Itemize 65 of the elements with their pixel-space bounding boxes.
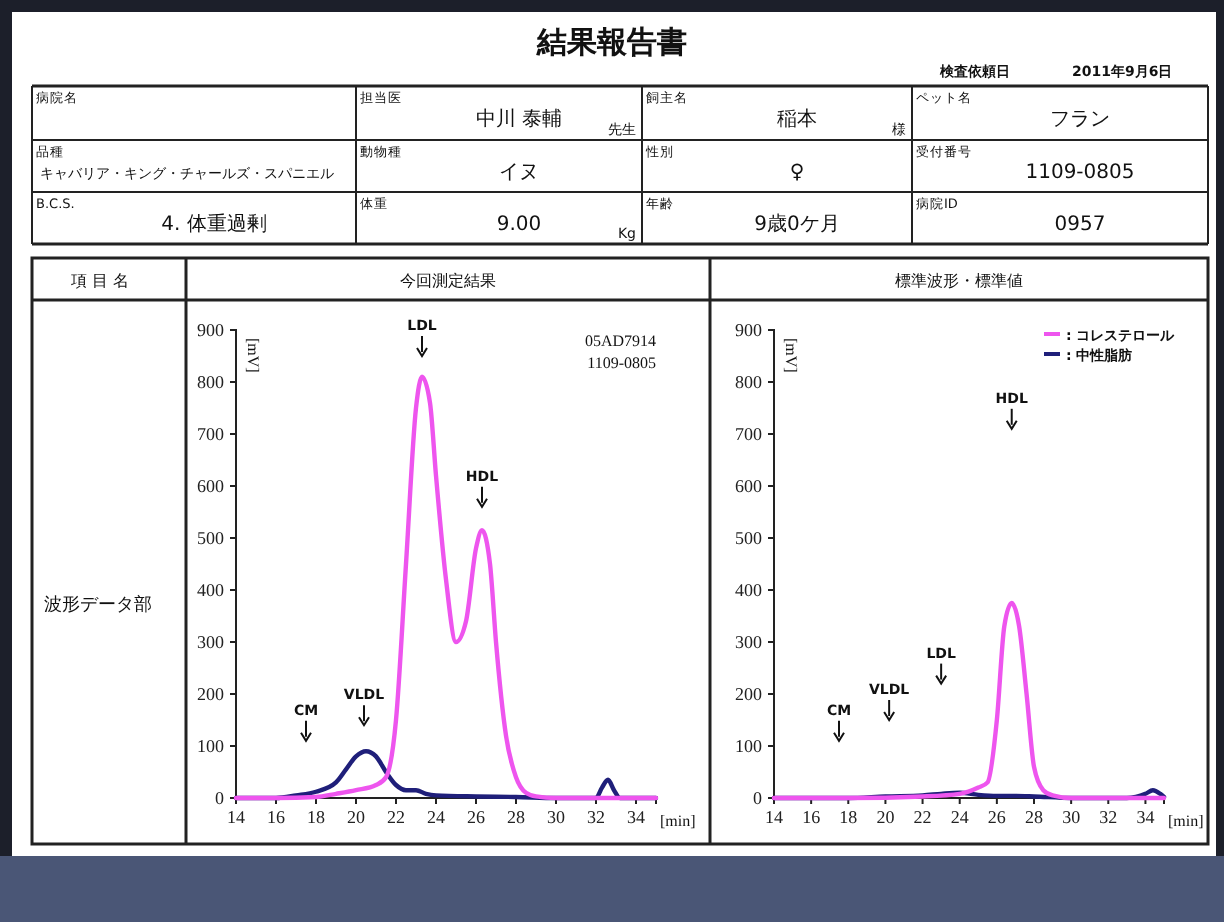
x-tick-label: 14 (765, 806, 784, 827)
x-tick-label: 14 (227, 806, 246, 827)
y-tick-label: 200 (197, 683, 225, 704)
y-tick-label: 200 (735, 683, 763, 704)
x-tick-label: 16 (267, 806, 286, 827)
text: フラン (1050, 109, 1110, 131)
y-tick-label: 300 (197, 631, 225, 652)
y-tick-label: 600 (197, 475, 225, 496)
y-tick-label: 700 (197, 423, 225, 444)
y-tick-label: 900 (735, 319, 763, 340)
x-tick-label: 32 (587, 806, 605, 827)
chart-title: 標準波形・標準値 (895, 272, 1023, 290)
x-tick-label: 16 (802, 806, 822, 827)
text: 波形データ部 (44, 594, 152, 616)
x-tick-label: 22 (387, 806, 405, 827)
x-tick-label: 30 (1062, 806, 1082, 827)
text: 4. 体重過剰 (161, 212, 267, 236)
x-tick-label: 20 (876, 806, 896, 827)
line-series (771, 600, 1167, 801)
y-tick-label: 800 (735, 371, 763, 392)
x-tick-label: 34 (1136, 806, 1156, 827)
y-tick-label: 100 (197, 735, 225, 756)
x-tick-label: 18 (839, 806, 859, 827)
y-tick-label: 300 (735, 631, 763, 652)
x-tick-label: 28 (1025, 806, 1044, 827)
y-tick-label: 500 (197, 527, 225, 548)
y-tick-label: 0 (215, 787, 225, 808)
y-axis-title: [mV] (782, 338, 800, 374)
text: イヌ (499, 162, 539, 184)
text: 結果報告書 (535, 24, 687, 60)
x-axis-title: [min] (1168, 812, 1205, 830)
text: 1109-0805 (1025, 162, 1135, 184)
x-tick-label: 22 (913, 806, 932, 827)
x-tick-label: 28 (507, 806, 526, 827)
text: 項 目 名 (70, 272, 130, 290)
chart-title: 今回測定結果 (400, 272, 496, 290)
y-tick-label: 700 (735, 423, 763, 444)
annotation: 1109-0805 (587, 354, 656, 372)
text: 0957 (1054, 214, 1106, 236)
y-tick-label: 100 (735, 735, 763, 756)
text: 稲本 (777, 107, 817, 131)
x-tick-label: 18 (307, 806, 326, 827)
text: 9.00 (496, 214, 542, 236)
text: ♀ (789, 162, 805, 184)
x-tick-label: 34 (627, 806, 646, 827)
x-tick-label: 20 (347, 806, 366, 827)
y-tick-label: 0 (753, 787, 763, 808)
x-tick-label: 26 (467, 806, 486, 827)
x-tick-label: 24 (950, 806, 970, 827)
y-axis-title: [mV] (244, 338, 262, 374)
x-axis-title: [min] (660, 812, 697, 830)
annotation: 05AD7914 (584, 332, 656, 350)
x-tick-label: 32 (1099, 806, 1118, 827)
x-tick-label: 24 (427, 806, 446, 827)
text: 中川 泰輔 (475, 107, 563, 131)
x-tick-label: 30 (547, 806, 566, 827)
y-tick-label: 900 (197, 319, 225, 340)
y-tick-label: 400 (735, 579, 763, 600)
text: 9歳0ケ月 (754, 212, 840, 236)
y-tick-label: 800 (197, 371, 225, 392)
y-tick-label: 500 (735, 527, 763, 548)
y-tick-label: 400 (197, 579, 225, 600)
line-series (233, 374, 659, 801)
y-tick-label: 600 (735, 475, 763, 496)
x-tick-label: 26 (987, 806, 1007, 827)
